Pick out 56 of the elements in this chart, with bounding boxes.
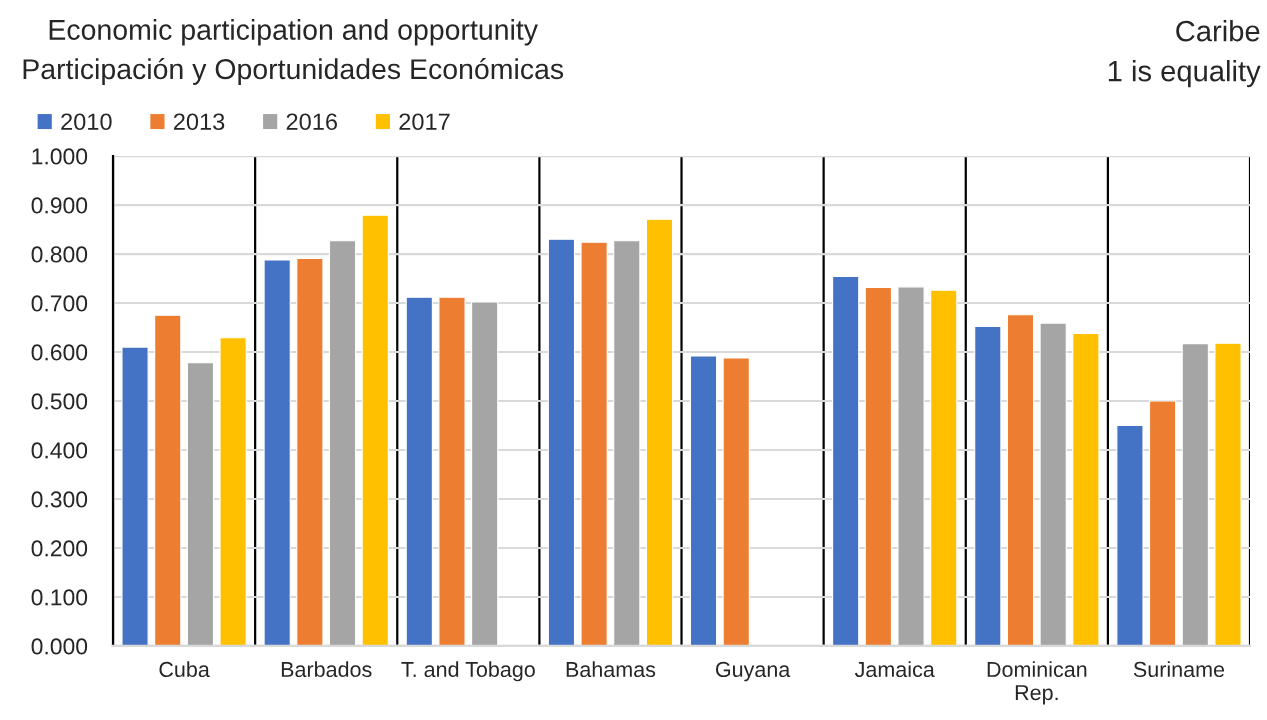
legend-label: 2016 [286,113,337,131]
y-tick-label: 0.400 [31,442,88,459]
legend-label: 2017 [399,113,450,131]
bar [580,241,608,646]
x-tick-label: T. and Tobago [401,661,535,682]
bar [930,289,958,646]
y-tick-label: 0.000 [31,638,88,655]
bar [897,286,925,646]
legend-label: 2010 [61,113,112,131]
y-tick-label: 0.200 [31,540,88,557]
x-tick-label: Guyana [715,661,791,682]
x-tick-label: Cuba [159,661,210,678]
bar [471,301,499,646]
bar [832,275,860,646]
legend-label: 2013 [173,113,225,131]
bar [864,286,892,646]
bar [405,296,433,646]
text: 1 is equality [1108,60,1261,88]
bar [1148,400,1177,646]
chart-title: Economic participation and opportunity [49,19,538,46]
bar [154,314,182,646]
x-tick-label: Dominican Rep. [987,661,1087,705]
x-tick-label: Bahamas [566,661,656,678]
y-tick-label: 0.100 [31,589,88,606]
x-tick-label: Suriname [1133,661,1225,678]
text: Caribe [1176,20,1260,42]
y-tick-label: 0.300 [31,491,88,508]
bar [121,346,149,646]
bar [689,355,718,646]
bar [1116,424,1144,646]
bar [1214,342,1242,646]
bar [219,337,247,646]
bar [1072,332,1100,646]
bar [296,257,324,646]
bar [186,362,215,646]
y-tick-label: 0.900 [31,197,88,214]
y-tick-label: 0.500 [31,393,88,410]
y-tick-label: 0.700 [31,295,88,312]
bar [1006,314,1035,646]
y-tick-label: 1.000 [32,148,88,165]
bar [1181,343,1209,646]
x-tick-label: Barbados [281,661,372,678]
bar [645,218,674,646]
bar [613,240,641,646]
bar [438,296,466,646]
bar [1039,322,1067,646]
bar [547,238,576,646]
bar [263,259,291,646]
y-tick-label: 0.800 [31,246,88,263]
bar [722,357,750,646]
chart-subtitle: Participación y Oportunidades Económicas [23,58,564,85]
bar [328,240,357,646]
x-tick-label: Jamaica [854,661,935,678]
y-tick-label: 0.600 [31,344,88,361]
bar [361,214,389,646]
bar [974,325,1002,646]
